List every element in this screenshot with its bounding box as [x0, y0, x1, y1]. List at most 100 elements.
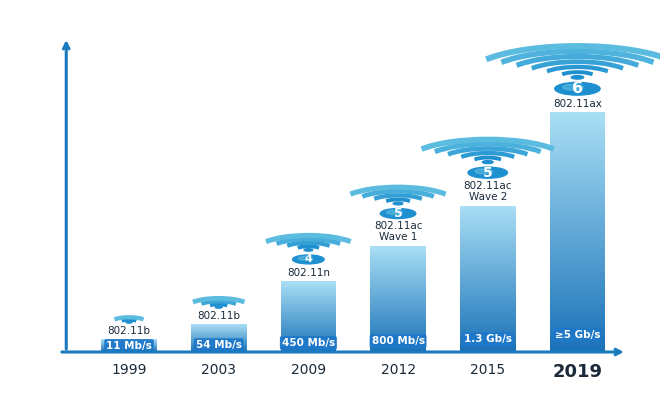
Bar [280, 341, 336, 342]
Bar [280, 287, 336, 288]
Text: 5: 5 [483, 166, 492, 180]
Bar [550, 122, 605, 125]
Bar [280, 285, 336, 286]
Bar [191, 324, 246, 325]
Bar [550, 160, 605, 164]
Bar [280, 299, 336, 300]
Bar [191, 345, 246, 346]
Bar [550, 256, 605, 259]
Bar [280, 332, 336, 333]
Bar [280, 301, 336, 302]
Bar [550, 328, 605, 331]
Bar [460, 343, 515, 345]
Bar [370, 346, 426, 348]
Bar [370, 330, 426, 332]
Bar [370, 292, 426, 294]
Bar [370, 247, 426, 249]
Bar [460, 275, 515, 277]
Bar [460, 228, 515, 230]
Bar [550, 337, 605, 340]
Bar [550, 304, 605, 307]
Circle shape [215, 306, 222, 308]
Bar [370, 276, 426, 278]
Bar [101, 349, 157, 350]
Bar [550, 316, 605, 319]
Bar [550, 274, 605, 277]
Bar [460, 330, 515, 332]
Bar [460, 326, 515, 328]
Bar [280, 298, 336, 299]
Bar [280, 345, 336, 346]
Bar [550, 190, 605, 194]
Bar [550, 268, 605, 271]
Bar [550, 289, 605, 292]
Bar [550, 349, 605, 352]
Bar [550, 217, 605, 220]
Bar [280, 329, 336, 330]
Bar [280, 330, 336, 331]
Bar [550, 128, 605, 131]
Bar [550, 259, 605, 262]
Bar [550, 169, 605, 172]
Bar [191, 342, 246, 343]
Bar [191, 327, 246, 328]
Bar [370, 294, 426, 295]
Bar [370, 267, 426, 269]
Bar [191, 345, 246, 346]
Bar [460, 346, 515, 348]
Bar [370, 333, 426, 335]
Bar [460, 284, 515, 286]
Bar [370, 288, 426, 290]
Bar [460, 218, 515, 220]
Bar [550, 313, 605, 316]
Bar [101, 343, 157, 344]
Bar [280, 326, 336, 327]
Bar [101, 345, 157, 346]
Bar [101, 344, 157, 345]
Bar [280, 348, 336, 349]
Bar [550, 220, 605, 223]
Bar [280, 294, 336, 296]
Bar [280, 284, 336, 285]
Bar [370, 323, 426, 324]
Bar [370, 286, 426, 287]
Bar [191, 335, 246, 336]
Bar [280, 322, 336, 323]
Bar [550, 130, 605, 134]
Bar [280, 338, 336, 339]
Bar [101, 342, 157, 343]
Text: 802.11n: 802.11n [287, 268, 330, 278]
Bar [550, 208, 605, 212]
Bar [460, 233, 515, 235]
Text: 54 Mb/s: 54 Mb/s [196, 340, 242, 350]
Bar [460, 235, 515, 237]
Bar [370, 249, 426, 250]
Bar [550, 334, 605, 337]
Bar [370, 246, 426, 248]
Bar [460, 306, 515, 308]
Bar [280, 297, 336, 298]
Bar [370, 342, 426, 344]
Bar [280, 305, 336, 306]
Bar [550, 253, 605, 256]
Bar [191, 351, 246, 352]
Bar [101, 348, 157, 349]
Bar [191, 326, 246, 327]
Bar [101, 346, 157, 347]
Text: 802.11ac
Wave 1: 802.11ac Wave 1 [374, 221, 422, 242]
Bar [280, 324, 336, 325]
Bar [101, 344, 157, 345]
Bar [370, 264, 426, 266]
Bar [280, 295, 336, 296]
Text: 802.11b: 802.11b [108, 326, 150, 336]
Bar [191, 346, 246, 347]
Bar [460, 220, 515, 222]
Bar [550, 331, 605, 334]
Circle shape [393, 202, 403, 205]
Text: ≥5 Gb/s: ≥5 Gb/s [554, 330, 600, 340]
Bar [191, 328, 246, 329]
Bar [460, 215, 515, 217]
Bar [460, 259, 515, 261]
Circle shape [482, 160, 493, 164]
Bar [370, 279, 426, 281]
